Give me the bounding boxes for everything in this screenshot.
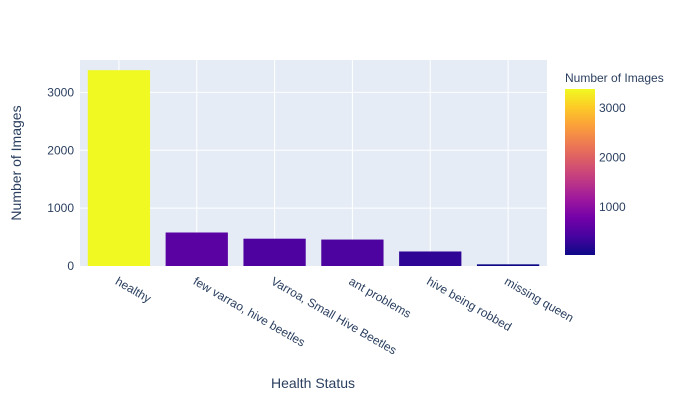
x-tick-label: hive being robbed xyxy=(424,274,514,334)
x-tick-label: healthy xyxy=(113,274,154,305)
bar-2[interactable] xyxy=(243,238,306,266)
colorbar-tick-label: 1000 xyxy=(599,200,626,214)
bar-4[interactable] xyxy=(399,251,462,266)
x-tick-label: ant problems xyxy=(347,274,414,321)
x-tick-label: missing queen xyxy=(502,274,576,325)
y-tick-label: 0 xyxy=(67,259,74,273)
bar-0[interactable] xyxy=(87,70,151,267)
colorbar-gradient xyxy=(565,89,595,255)
y-tick-label: 3000 xyxy=(47,85,74,99)
bar-3[interactable] xyxy=(321,239,384,266)
colorbar-tick-label: 2000 xyxy=(599,150,626,164)
x-axis-title: Health Status xyxy=(271,375,355,391)
y-axis-ticks: 0 1000 2000 3000 xyxy=(47,85,74,273)
colorbar-tick-label: 3000 xyxy=(599,101,626,115)
colorbar: Number of Images 1000 2000 3000 xyxy=(565,71,664,255)
x-tick-label: Varroa, Small Hive Beetles xyxy=(269,274,399,357)
colorbar-title: Number of Images xyxy=(565,71,664,85)
bars xyxy=(87,70,540,267)
y-tick-label: 1000 xyxy=(47,201,74,215)
y-tick-label: 2000 xyxy=(47,143,74,157)
colorbar-ticks: 1000 2000 3000 xyxy=(599,101,626,214)
plot-area xyxy=(80,60,547,266)
bar-5[interactable] xyxy=(476,264,540,266)
grid-lines xyxy=(80,60,547,266)
y-axis-title: Number of Images xyxy=(8,105,24,220)
bar-1[interactable] xyxy=(165,232,228,266)
